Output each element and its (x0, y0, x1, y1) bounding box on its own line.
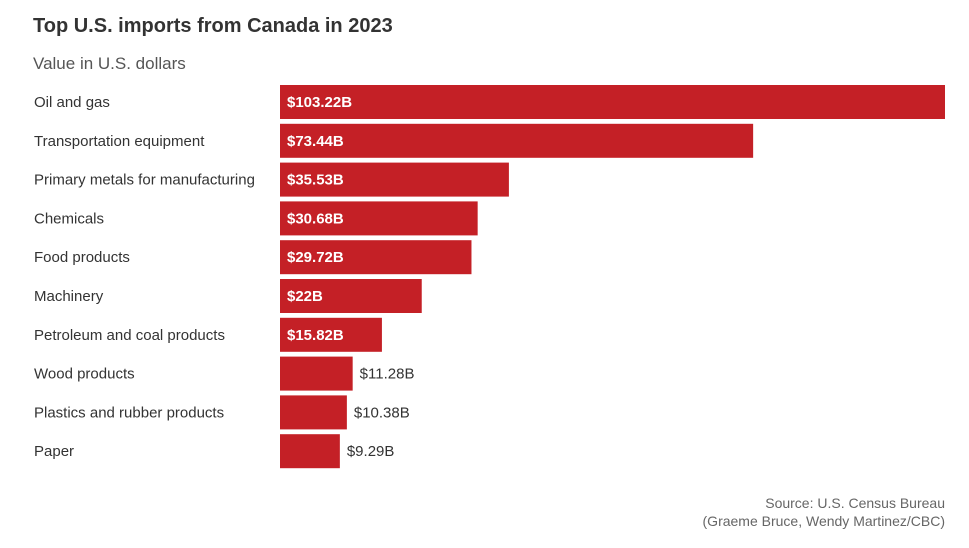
value-label-wood-products: $11.28B (360, 366, 415, 383)
value-label-food-products: $29.72B (287, 249, 344, 266)
category-label-primary-metals-for-manufacturing: Primary metals for manufacturing (34, 172, 255, 189)
value-label-primary-metals-for-manufacturing: $35.53B (287, 172, 344, 189)
bar-primary-metals-for-manufacturing (280, 162, 509, 197)
category-label-oil-and-gas: Oil and gas (34, 94, 110, 111)
bar-paper (280, 434, 340, 469)
category-label-food-products: Food products (34, 249, 130, 266)
category-label-chemicals: Chemicals (34, 210, 104, 227)
bar-wood-products (280, 356, 353, 391)
value-label-machinery: $22B (287, 288, 323, 305)
chart-subtitle: Value in U.S. dollars (33, 54, 186, 73)
bar-petroleum-and-coal-products (280, 317, 382, 352)
bar-plastics-and-rubber-products (280, 395, 347, 430)
source-line: Source: U.S. Census Bureau (765, 495, 945, 511)
value-label-petroleum-and-coal-products: $15.82B (287, 327, 344, 344)
value-label-transportation-equipment: $73.44B (287, 133, 344, 150)
category-label-petroleum-and-coal-products: Petroleum and coal products (34, 327, 225, 344)
value-label-plastics-and-rubber-products: $10.38B (354, 404, 410, 421)
credit-line: (Graeme Bruce, Wendy Martinez/CBC) (702, 513, 945, 529)
value-label-paper: $9.29B (347, 443, 395, 460)
bar-machinery (280, 279, 422, 313)
bar-food-products (280, 240, 472, 275)
bar-transportation-equipment (280, 123, 754, 158)
category-label-machinery: Machinery (34, 288, 104, 305)
category-label-paper: Paper (34, 443, 74, 460)
category-label-transportation-equipment: Transportation equipment (34, 133, 205, 150)
bar-oil-and-gas (280, 85, 945, 119)
value-label-oil-and-gas: $103.22B (287, 94, 352, 111)
source-note: Source: U.S. Census Bureau (Graeme Bruce… (703, 494, 945, 530)
value-label-chemicals: $30.68B (287, 210, 344, 227)
bar-chemicals (280, 201, 478, 236)
category-label-wood-products: Wood products (34, 366, 135, 383)
category-label-plastics-and-rubber-products: Plastics and rubber products (34, 404, 224, 421)
chart-title: Top U.S. imports from Canada in 2023 (33, 15, 393, 37)
